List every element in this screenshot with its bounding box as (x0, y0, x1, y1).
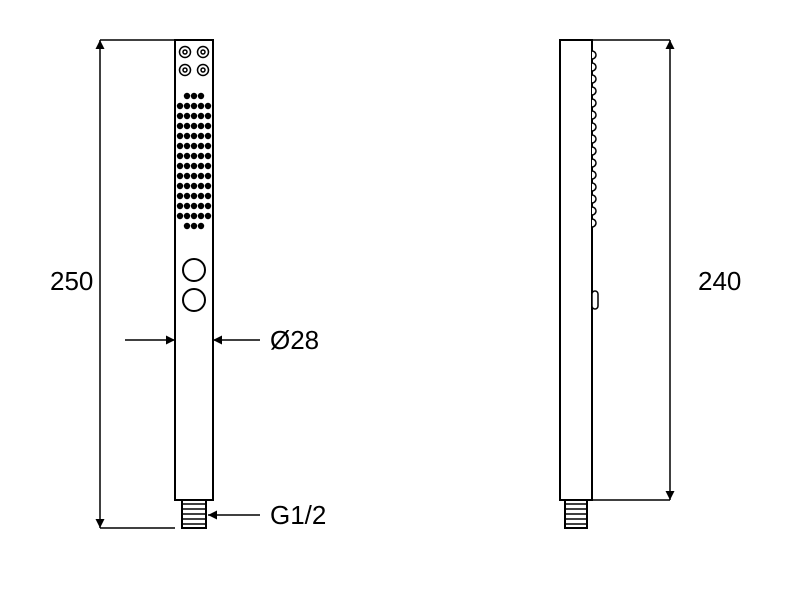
dim-height-left: 250 (50, 266, 93, 296)
dim-thread: G1/2 (270, 500, 326, 530)
dim-diameter: Ø28 (270, 325, 319, 355)
technical-drawing: 250 240 Ø28 G1/2 (0, 0, 800, 600)
dim-height-right: 240 (698, 266, 741, 296)
